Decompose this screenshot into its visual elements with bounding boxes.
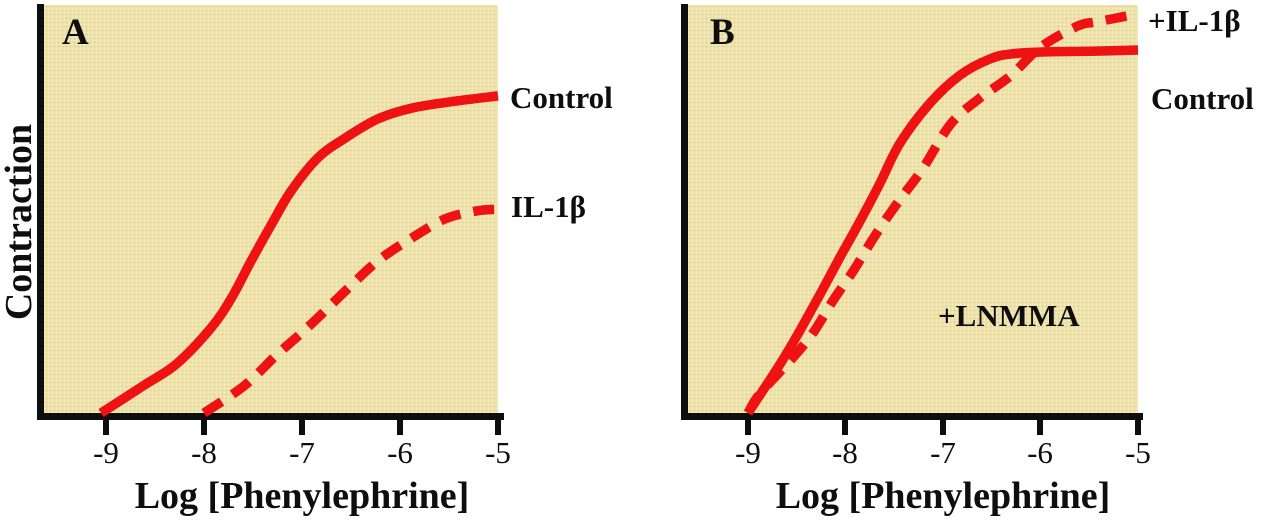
x-tick-label: -6: [1027, 435, 1053, 470]
x-tick-label: -9: [735, 435, 761, 470]
x-tick: [299, 419, 305, 435]
curves-b: [743, 9, 1139, 416]
x-tick: [1037, 419, 1043, 435]
x-tick: [1135, 419, 1141, 435]
x-tick: [397, 419, 403, 435]
curve-solid-a: [98, 91, 499, 417]
plot-area-a: [44, 5, 498, 413]
x-axis-label-a: Log [Phenylephrine]: [134, 475, 470, 517]
x-tick: [103, 419, 109, 435]
curve-label-control-b: Control: [1151, 81, 1254, 116]
x-tick-label: -8: [832, 435, 858, 470]
curve-dashed-a: [201, 204, 499, 417]
y-axis-label: Contraction: [0, 123, 40, 321]
y-axis-line-a: [37, 4, 44, 419]
x-tick: [745, 419, 751, 435]
x-tick: [201, 419, 207, 435]
curve-label-il1b-b: +IL-1β: [1148, 3, 1241, 38]
x-tick-label: -7: [289, 435, 315, 470]
x-tick-label: -5: [1125, 435, 1151, 470]
curve-label-control-a: Control: [510, 80, 613, 115]
plot-area-b: [688, 5, 1138, 413]
x-tick-label: -8: [191, 435, 217, 470]
x-tick: [940, 419, 946, 435]
x-tick-label: -5: [485, 435, 511, 470]
panel-letter-a: A: [62, 12, 89, 53]
y-axis-line-b: [681, 4, 688, 419]
x-tick-label: -7: [930, 435, 956, 470]
x-tick: [842, 419, 848, 435]
x-axis-label-b: Log [Phenylephrine]: [775, 475, 1111, 517]
x-tick-label: -6: [387, 435, 413, 470]
curve-dashed-b: [743, 9, 1139, 416]
curve-label-il1b-a: IL-1β: [511, 189, 586, 224]
curves-a: [98, 91, 499, 417]
panel-letter-b: B: [710, 12, 735, 53]
x-tick-label: -9: [93, 435, 119, 470]
curve-solid-b: [744, 45, 1139, 416]
x-axis-line-a: [37, 413, 504, 420]
x-axis-line-b: [681, 413, 1143, 420]
x-tick: [495, 419, 501, 435]
annotation-lnmma: +LNMMA: [938, 298, 1080, 333]
